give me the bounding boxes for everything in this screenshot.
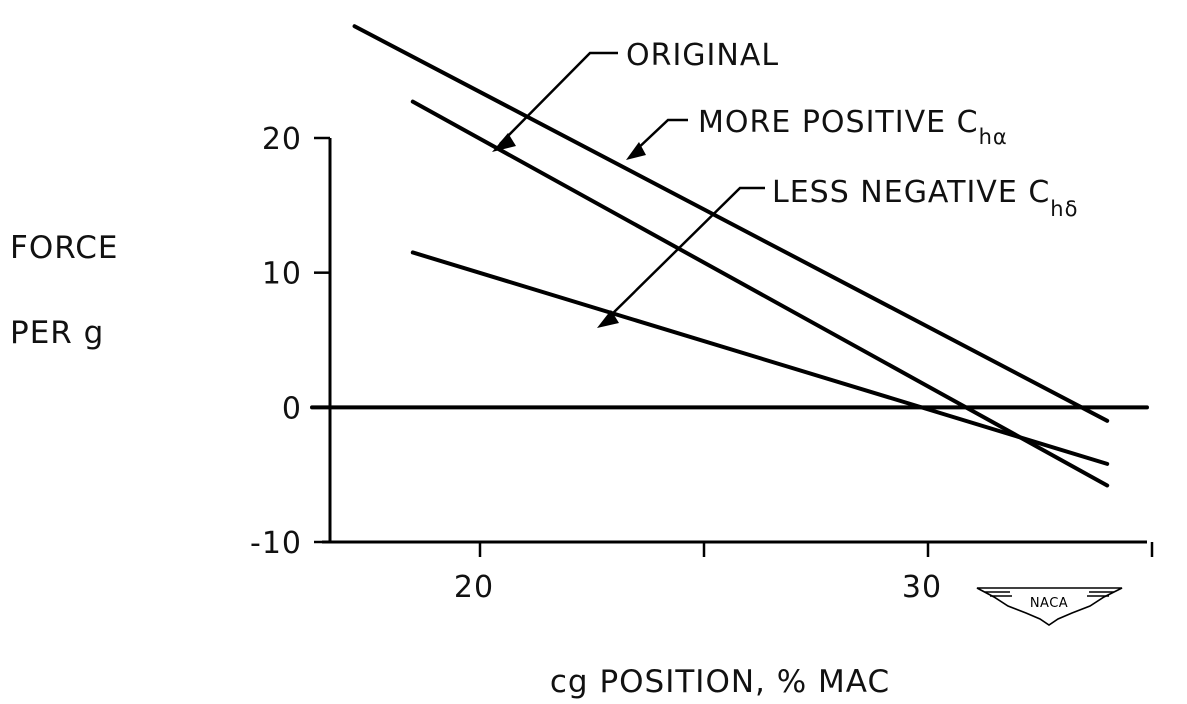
y-tick-label: -10 [250, 526, 302, 561]
annotation-more-positive: MORE POSITIVE Chα [698, 105, 1008, 149]
y-tick-label: 0 [282, 391, 302, 426]
annotation-original: ORIGINAL [626, 38, 779, 73]
annotation-less-negative-main: LESS NEGATIVE C [772, 175, 1050, 210]
annotation-less-negative-sub: hδ [1050, 197, 1078, 221]
x-axis-label: cg POSITION, % MAC [550, 664, 890, 700]
y-axis-label-line1: FORCE [10, 230, 118, 266]
x-tick-label: 20 [454, 570, 494, 605]
naca-logo: NACA [976, 587, 1123, 626]
x-tick-label: 30 [902, 570, 942, 605]
leader-original [492, 51, 618, 152]
naca-logo-text: NACA [1030, 596, 1068, 611]
y-tick-label: 10 [262, 257, 302, 292]
annotation-more-positive-sub: hα [979, 125, 1008, 149]
y-axis-label-line2: PER g [10, 315, 104, 351]
leader-more-positive [626, 118, 688, 160]
series-line-1 [410, 99, 1110, 488]
y-tick-label: 20 [262, 122, 302, 157]
x-ticks [478, 542, 1154, 557]
annotation-less-negative: LESS NEGATIVE Chδ [772, 175, 1078, 221]
series-line-2 [352, 24, 1110, 423]
y-tick-labels: -10 0 10 20 [250, 122, 302, 561]
annotation-leaders [492, 51, 765, 328]
y-ticks [314, 136, 330, 544]
x-tick-labels: 20 30 [454, 570, 942, 605]
naca-logo-feathers [985, 591, 1114, 597]
annotation-more-positive-main: MORE POSITIVE C [698, 105, 979, 140]
series-lines [352, 24, 1110, 488]
leader-less-negative [597, 186, 765, 328]
series-line-3 [410, 250, 1110, 466]
